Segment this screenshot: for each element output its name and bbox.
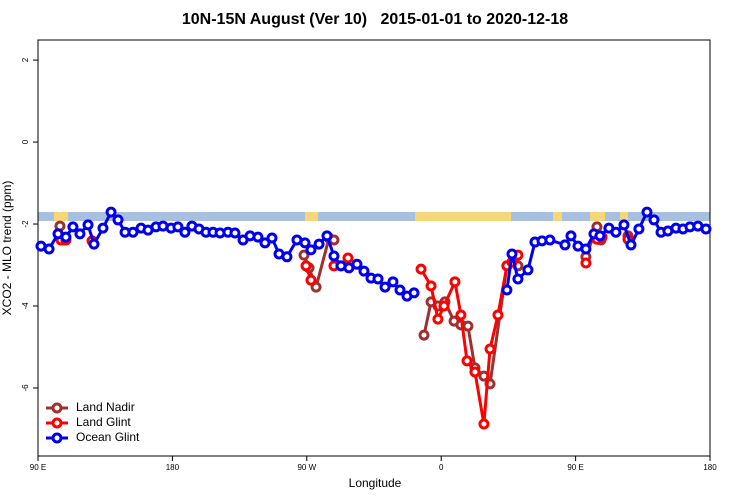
y-tick-label: -6 <box>21 384 30 392</box>
legend-marker <box>51 432 63 444</box>
point <box>522 264 534 276</box>
point <box>300 260 312 272</box>
x-axis-label: Longitude <box>349 476 402 490</box>
point <box>432 313 444 325</box>
legend-label: Land Glint <box>76 415 131 429</box>
point <box>633 223 645 235</box>
point <box>408 287 420 299</box>
point <box>506 248 518 260</box>
point <box>229 227 241 239</box>
point <box>478 418 490 430</box>
legend-label: Ocean Glint <box>76 430 140 444</box>
y-tick-label: 2 <box>21 57 30 62</box>
point <box>310 281 322 293</box>
point <box>298 249 310 261</box>
point <box>127 226 139 238</box>
point <box>82 219 94 231</box>
point <box>112 214 124 226</box>
y-axis-label: XCO2 - MLO trend (ppm) <box>0 181 14 316</box>
x-tick-label: 180 <box>166 463 180 472</box>
point <box>484 343 496 355</box>
point <box>700 223 712 235</box>
point <box>60 231 72 243</box>
point <box>625 239 637 251</box>
point <box>299 237 311 249</box>
point <box>259 237 271 249</box>
point <box>74 228 86 240</box>
point <box>372 273 384 285</box>
x-tick-label: 90 E <box>567 463 583 472</box>
point <box>313 238 325 250</box>
legend-marker <box>51 402 63 414</box>
point <box>512 273 524 285</box>
land-patch <box>54 212 68 221</box>
x-tick-label: 90 W <box>297 463 316 472</box>
mask-band <box>38 212 710 221</box>
land-patch <box>620 212 628 221</box>
point <box>559 239 571 251</box>
series-line <box>40 209 415 298</box>
point <box>281 251 293 263</box>
point <box>565 230 577 242</box>
point <box>425 280 437 292</box>
x-tick-label: 90 E <box>30 463 46 472</box>
land-patch <box>305 212 318 221</box>
point <box>342 252 354 264</box>
point <box>172 221 184 233</box>
point <box>394 284 406 296</box>
land-mask <box>38 212 710 221</box>
legend-marker <box>51 417 63 429</box>
point <box>462 320 474 332</box>
point <box>358 265 370 277</box>
point <box>455 309 467 321</box>
land-patch <box>553 212 562 221</box>
point <box>461 355 473 367</box>
point <box>618 219 630 231</box>
land-patch <box>415 212 511 221</box>
y-tick-label: -4 <box>21 302 30 310</box>
point <box>88 238 100 250</box>
point <box>305 244 317 256</box>
legend-label: Land Nadir <box>76 400 135 414</box>
point <box>43 243 55 255</box>
point <box>610 226 622 238</box>
point <box>305 274 317 286</box>
point <box>379 281 391 293</box>
point <box>544 234 556 246</box>
point <box>67 221 79 233</box>
point <box>252 231 264 243</box>
point <box>328 250 340 262</box>
point <box>321 230 333 242</box>
x-tick-label: 0 <box>439 463 444 472</box>
point <box>105 206 117 218</box>
point <box>594 230 606 242</box>
point <box>387 276 399 288</box>
point <box>266 232 278 244</box>
point <box>580 243 592 255</box>
chart-title: 10N-15N August (Ver 10) 2015-01-01 to 20… <box>182 11 568 28</box>
land-patch <box>590 212 605 221</box>
point <box>351 258 363 270</box>
point <box>438 300 450 312</box>
y-tick-label: -2 <box>21 220 30 228</box>
point <box>97 222 109 234</box>
point <box>415 263 427 275</box>
point <box>648 214 660 226</box>
point <box>418 329 430 341</box>
x-tick-label: 180 <box>703 463 717 472</box>
point <box>449 276 461 288</box>
point <box>641 206 653 218</box>
point <box>580 257 592 269</box>
plot-frame <box>37 39 711 457</box>
point <box>469 366 481 378</box>
y-tick-label: 0 <box>21 139 30 144</box>
point <box>179 226 191 238</box>
point <box>501 284 513 296</box>
point <box>492 309 504 321</box>
